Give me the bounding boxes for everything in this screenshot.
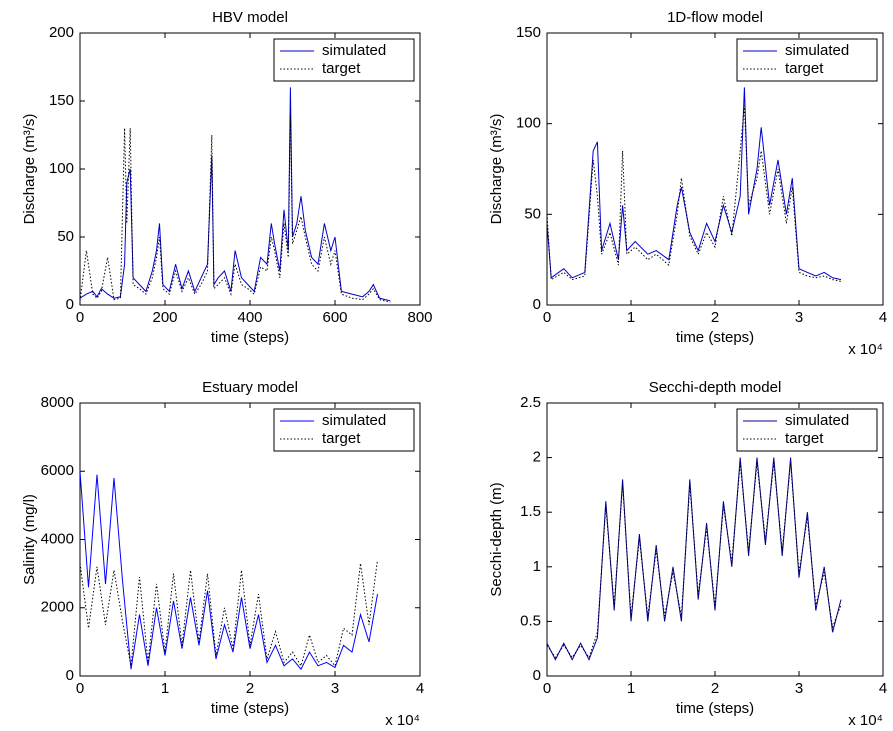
legend-label: target <box>785 430 824 447</box>
series-line <box>547 457 842 661</box>
x-axis-label: time (steps) <box>676 700 754 717</box>
subplot: 0 1 2 3 4 0 50 100 150 1D-flow model time (steps) D… <box>488 9 887 358</box>
x-tick-label: 4 <box>879 309 887 326</box>
x-tick-label: 0 <box>76 680 84 697</box>
x-multiplier: x 10⁴ <box>385 712 420 729</box>
legend-label: simulated <box>785 42 849 59</box>
x-tick-label: 3 <box>331 680 339 697</box>
x-tick-label: 2 <box>711 680 719 697</box>
subplot: 0 1 2 3 4 0 0.5 1 1.5 2 2.5 Secchi-depth model time … <box>488 379 887 729</box>
x-tick-label: 0 <box>543 309 551 326</box>
y-axis-label: Discharge (m³/s) <box>488 114 505 225</box>
y-tick-label: 150 <box>516 24 541 41</box>
y-tick-label: 50 <box>57 228 74 245</box>
legend-box <box>736 38 878 82</box>
x-multiplier: x 10⁴ <box>848 712 883 729</box>
x-tick-label: 1 <box>161 680 169 697</box>
y-tick-label: 0 <box>66 296 74 313</box>
x-tick-label: 600 <box>322 309 347 326</box>
series-line <box>547 87 842 281</box>
y-tick-label: 100 <box>49 160 74 177</box>
x-tick-label: 3 <box>795 309 803 326</box>
y-axis-label: Secchi-depth (m) <box>488 482 505 596</box>
legend-label: target <box>785 60 824 77</box>
legend-label: simulated <box>322 42 386 59</box>
y-axis-label: Discharge (m³/s) <box>21 114 38 225</box>
y-tick-label: 100 <box>516 115 541 132</box>
x-axis-label: time (steps) <box>211 700 289 717</box>
x-axis-label: time (steps) <box>211 329 289 346</box>
series-line <box>80 114 391 303</box>
legend-box <box>736 408 878 452</box>
x-tick-label: 2 <box>246 680 254 697</box>
y-tick-label: 2.5 <box>520 394 541 411</box>
x-tick-label: 200 <box>152 309 177 326</box>
series-line <box>80 471 378 671</box>
y-tick-label: 0 <box>66 667 74 684</box>
chart-title: 1D-flow model <box>667 9 763 26</box>
x-tick-label: 2 <box>711 309 719 326</box>
y-tick-label: 2000 <box>41 599 74 616</box>
x-tick-label: 4 <box>879 680 887 697</box>
y-tick-label: 8000 <box>41 394 74 411</box>
x-tick-label: 400 <box>237 309 262 326</box>
y-tick-label: 1.5 <box>520 503 541 520</box>
x-tick-label: 1 <box>627 309 635 326</box>
y-tick-label: 1 <box>533 558 541 575</box>
x-tick-label: 800 <box>407 309 432 326</box>
x-tick-label: 4 <box>416 680 424 697</box>
chart-title: Estuary model <box>202 379 298 396</box>
x-multiplier: x 10⁴ <box>848 341 883 358</box>
legend-label: target <box>322 60 361 77</box>
y-tick-label: 6000 <box>41 462 74 479</box>
y-tick-label: 200 <box>49 24 74 41</box>
y-axis-label: Salinity (mg/l) <box>21 494 38 585</box>
y-tick-label: 0.5 <box>520 612 541 629</box>
y-tick-label: 50 <box>524 205 541 222</box>
x-tick-label: 1 <box>627 680 635 697</box>
y-tick-label: 150 <box>49 92 74 109</box>
subplot: 0 200 400 600 800 0 50 100 150 200 HBV model time (… <box>21 9 433 346</box>
x-tick-label: 0 <box>543 680 551 697</box>
y-tick-label: 0 <box>533 667 541 684</box>
x-tick-label: 0 <box>76 309 84 326</box>
y-tick-label: 4000 <box>41 530 74 547</box>
legend-box <box>273 408 415 452</box>
legend-label: simulated <box>322 412 386 429</box>
x-axis-label: time (steps) <box>676 329 754 346</box>
y-tick-label: 2 <box>533 449 541 466</box>
legend-label: target <box>322 430 361 447</box>
subplot: 0 1 2 3 4 0 2000 4000 6000 8000 Estuary model time … <box>21 379 424 729</box>
y-tick-label: 0 <box>533 296 541 313</box>
legend-label: simulated <box>785 412 849 429</box>
series-line <box>80 559 378 668</box>
chart-title: Secchi-depth model <box>649 379 782 396</box>
chart-title: HBV model <box>212 9 288 26</box>
series-line <box>547 463 842 659</box>
legend-box <box>273 38 415 82</box>
x-tick-label: 3 <box>795 680 803 697</box>
